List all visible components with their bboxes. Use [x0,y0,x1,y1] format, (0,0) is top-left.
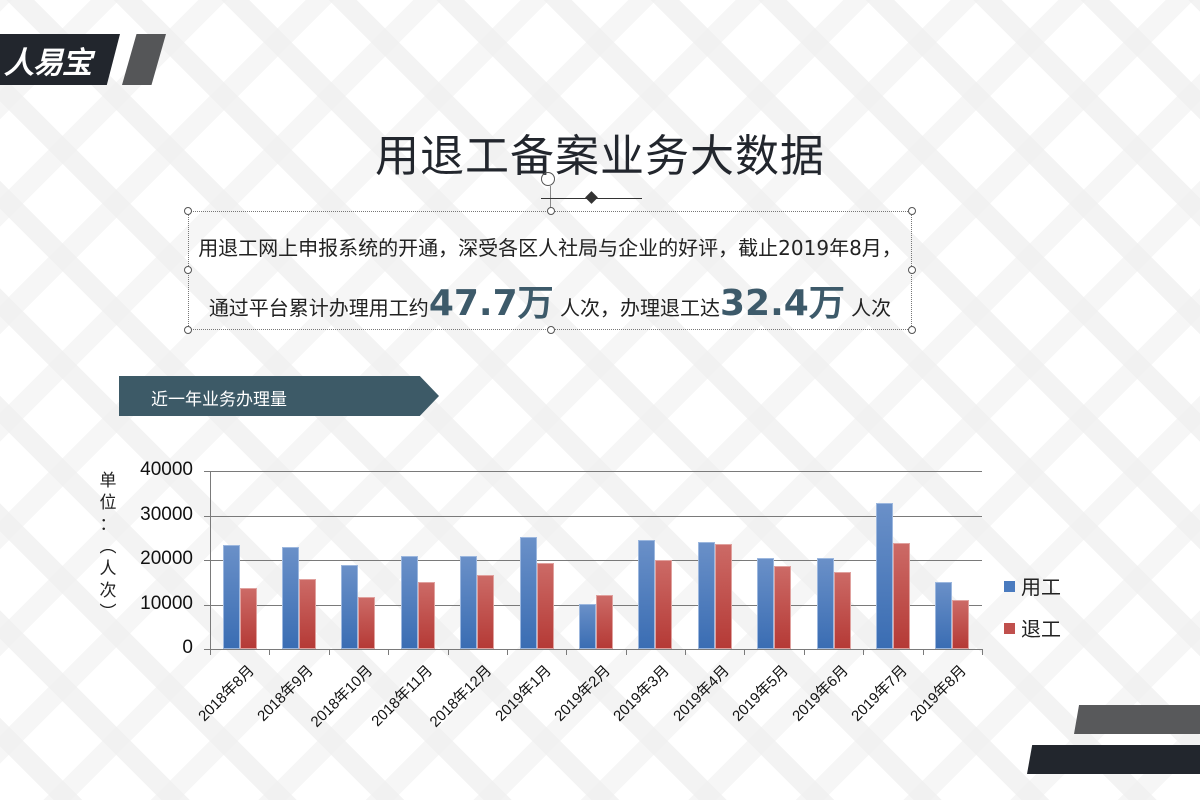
summary-line-1: 用退工网上申报系统的开通，深受各区人社局与企业的好评，截止2019年8月， [198,236,902,260]
bar-leave [774,566,791,649]
bar-leave [715,544,732,649]
bar-leave [655,560,672,649]
decor-stripe-gray [1074,705,1200,734]
bar-hire [520,537,537,649]
x-tick [448,649,449,655]
summary-prefix: 通过平台累计办理用工约 [208,296,429,320]
bar-leave [537,563,554,649]
hire-total: 47.7万 [428,283,554,324]
bar-leave [299,579,316,649]
x-tick [210,649,211,655]
resize-handle-ne[interactable] [908,207,916,215]
bar-hire [757,558,774,649]
legend-swatch-hire [1004,581,1015,592]
x-tick [804,649,805,655]
x-tick-label: 2019年3月 [610,662,673,725]
x-tick [566,649,567,655]
x-tick [626,649,627,655]
gridline [204,516,982,517]
bar-hire [579,604,596,649]
x-tick-label: 2018年10月 [307,662,377,731]
legend-label-hire: 用工 [1021,575,1061,599]
bar-hire [817,558,834,649]
x-tick [863,649,864,655]
section-tag-label: 近一年业务办理量 [151,390,287,410]
rotate-handle-icon[interactable] [541,172,555,186]
bar-hire [401,556,418,649]
x-tick [269,649,270,655]
x-tick-label: 2019年7月 [848,662,911,725]
resize-handle-se[interactable] [908,326,916,334]
gridline [204,471,982,472]
x-tick [388,649,389,655]
y-axis-label: 单位： ︵ 人次 ︶ [99,471,117,623]
x-tick-label: 2019年6月 [789,662,852,725]
logo-banner [0,34,120,85]
bar-leave [834,572,851,649]
x-tick-label: 2019年8月 [907,662,970,725]
bar-hire [460,556,477,649]
bar-leave [596,595,613,649]
legend-label-leave: 退工 [1021,617,1061,641]
gridline [204,649,982,650]
bar-hire [341,565,358,649]
x-tick-label: 2018年11月 [368,662,437,730]
x-tick [923,649,924,655]
x-tick [685,649,686,655]
resize-handle-nw[interactable] [184,207,192,215]
section-tag: 近一年业务办理量 [119,376,439,416]
y-tick-label: 40000 [140,459,193,480]
logo: 人易宝 [4,46,92,81]
decor-stripe-dark [1027,745,1200,774]
legend-item-hire: 用工 [1004,571,1061,600]
x-tick [744,649,745,655]
resize-handle-w[interactable] [184,266,192,274]
bar-leave [240,588,257,649]
resize-handle-e[interactable] [908,266,916,274]
leave-total: 32.4万 [720,283,845,324]
page-title: 用退工备案业务大数据 [375,131,825,182]
bar-leave [893,543,910,649]
summary-textbox[interactable]: 用退工网上申报系统的开通，深受各区人社局与企业的好评，截止2019年8月， 通过… [184,207,916,334]
x-tick-label: 2019年4月 [670,662,733,725]
y-axis-line [210,471,211,655]
bar-hire [876,503,893,649]
y-tick-label: 20000 [140,548,193,569]
x-tick-label: 2019年1月 [492,662,555,725]
x-tick-label: 2019年2月 [551,662,614,725]
x-tick [329,649,330,655]
bar-hire [282,547,299,649]
legend-item-leave: 退工 [1004,613,1061,642]
x-tick [507,649,508,655]
bar-hire [223,545,240,649]
summary-mid: 人次，办理退工达 [553,296,720,320]
summary-line-2: 通过平台累计办理用工约47.7万 人次，办理退工达32.4万 人次 [189,274,911,326]
bar-hire [638,540,655,649]
bar-leave [358,597,375,649]
bar-hire [935,582,952,649]
summary-suffix: 人次 [844,296,892,320]
bar-hire [698,542,715,649]
resize-handle-s[interactable] [547,326,555,334]
y-tick-label: 10000 [140,593,193,614]
y-tick-label: 0 [182,637,193,658]
x-tick-label: 2019年5月 [729,662,792,725]
x-tick [982,649,983,655]
resize-handle-n[interactable] [547,207,555,215]
x-tick-label: 2018年12月 [426,662,496,731]
bar-leave [477,575,494,649]
x-tick-label: 2018年8月 [195,662,258,725]
y-tick-label: 30000 [140,504,193,525]
bar-leave [418,582,435,649]
gridline [204,560,982,561]
legend-swatch-leave [1004,623,1015,634]
bar-leave [952,600,969,649]
resize-handle-sw[interactable] [184,326,192,334]
